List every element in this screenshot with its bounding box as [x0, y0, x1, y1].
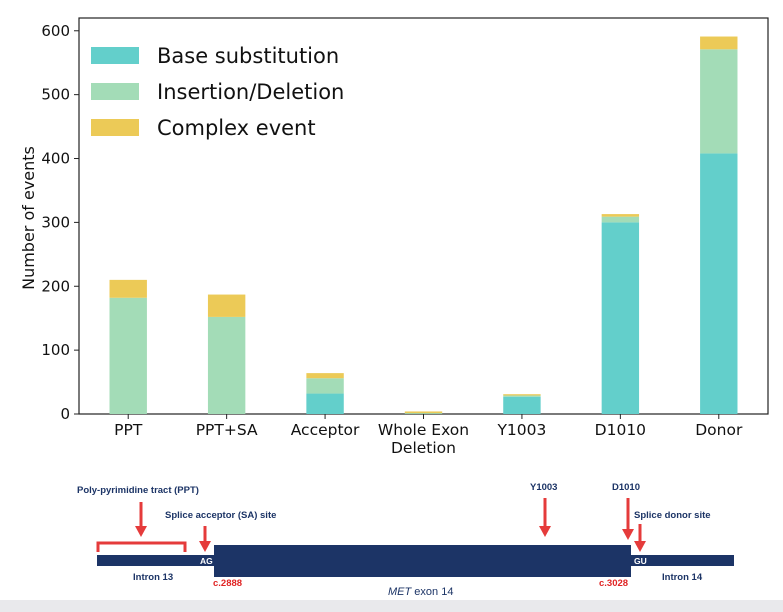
bottom-strip: [0, 600, 783, 612]
c2888-label: c.2888: [213, 578, 242, 589]
d1010-label: D1010: [612, 482, 640, 493]
ag-label: AG: [200, 556, 213, 566]
bar-segment-insertion-deletion: [207, 316, 246, 414]
bar-segment-complex-event: [601, 214, 640, 217]
y1003-arrow: [539, 498, 551, 537]
bar-segment-complex-event: [207, 294, 246, 317]
gu-label: GU: [634, 556, 647, 566]
legend: Base substitution Insertion/Deletion Compl…: [91, 44, 344, 140]
sa-arrow: [199, 526, 211, 552]
legend-swatch: [91, 47, 139, 64]
gene-structure-diagram: AG GU Intron 13 Intron 14 c.2888 c.3028 …: [77, 482, 734, 598]
ppt-label: Poly-pyrimidine tract (PPT): [77, 485, 199, 496]
y-axis-label: Number of events: [19, 146, 38, 290]
legend-label: Insertion/Deletion: [157, 80, 344, 104]
ppt-arrow: [135, 502, 147, 537]
intron-14-label: Intron 14: [662, 572, 703, 583]
sa-label: Splice acceptor (SA) site: [165, 510, 276, 521]
y-tick-label: 500: [41, 86, 70, 104]
legend-swatch: [91, 119, 139, 136]
bar-segment-complex-event: [700, 36, 738, 50]
bar-segment-base-substitution: [503, 396, 541, 414]
x-tick-label: PPT: [114, 421, 143, 439]
ppt-bracket: [96, 541, 187, 552]
bar-segment-base-substitution: [601, 222, 640, 414]
y-tick-label: 100: [41, 341, 70, 359]
y1003-label: Y1003: [530, 482, 557, 493]
bar-segment-insertion-deletion: [306, 378, 344, 394]
c3028-label: c.3028: [599, 578, 628, 589]
y-tick-label: 400: [41, 150, 70, 168]
donor-label: Splice donor site: [634, 510, 711, 521]
x-tick-label: Y1003: [496, 421, 546, 439]
stacked-bar-chart: 0 100 200 300 400 500 600 PPT PPT+SA Acceptor Who…: [19, 17, 769, 457]
x-tick-label: Acceptor: [291, 421, 360, 439]
bar-segment-complex-event: [503, 394, 541, 396]
bar-segment-complex-event: [404, 411, 443, 414]
intron-13-bar: [97, 555, 214, 566]
bar-segment-complex-event: [306, 373, 344, 379]
intron-14-bar: [631, 555, 734, 566]
intron-13-label: Intron 13: [133, 572, 173, 583]
y-tick-label: 300: [41, 213, 70, 231]
bar-segment-base-substitution: [404, 413, 443, 414]
bar-segment-insertion-deletion: [503, 395, 541, 397]
x-tick-label: PPT+SA: [196, 421, 258, 439]
donor-arrow: [634, 524, 646, 552]
x-tick-label: Whole Exon: [378, 421, 469, 439]
bar-segment-base-substitution: [306, 393, 344, 414]
y-tick-label: 600: [41, 22, 70, 40]
legend-swatch: [91, 83, 139, 100]
d1010-arrow: [622, 498, 634, 540]
plot-frame: [78, 17, 769, 415]
x-tick-label: Donor: [695, 421, 743, 439]
bar-segment-insertion-deletion: [601, 216, 640, 223]
legend-label: Base substitution: [157, 44, 339, 68]
x-tick-label: D1010: [595, 421, 646, 439]
y-tick-label: 0: [60, 405, 70, 423]
exon-14-box: [214, 545, 631, 577]
exon-14-label: MET exon 14: [388, 586, 453, 598]
y-tick-label: 200: [41, 277, 70, 295]
bar-segment-insertion-deletion: [700, 49, 738, 154]
bar-segment-base-substitution: [700, 153, 738, 415]
bar-segment-complex-event: [109, 279, 147, 298]
bar-segment-insertion-deletion: [109, 297, 147, 414]
x-tick-label: Deletion: [391, 439, 456, 457]
legend-label: Complex event: [157, 116, 316, 140]
